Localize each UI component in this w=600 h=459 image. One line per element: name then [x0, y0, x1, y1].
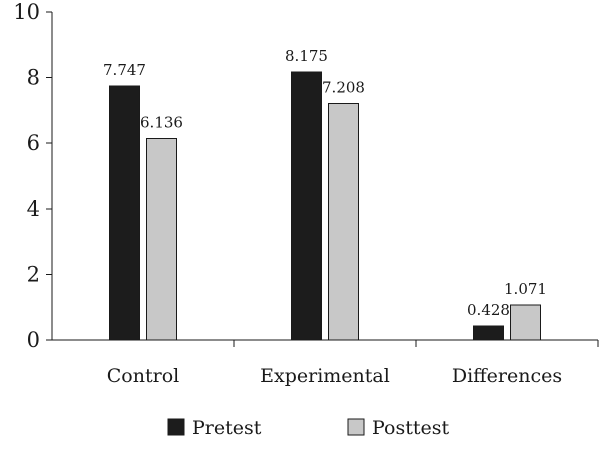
data-label-pretest-experimental: 8.175 — [285, 47, 328, 65]
bar-pretest-differences — [473, 325, 504, 341]
bar-pretest-control — [109, 85, 140, 341]
data-label-posttest-differences: 1.071 — [504, 280, 547, 298]
bar-posttest-differences — [510, 304, 541, 341]
data-labels: 7.747 6.136 8.175 7.208 0.428 1.071 — [103, 47, 547, 319]
y-tick-label: 6 — [27, 131, 40, 155]
category-label-differences: Differences — [452, 365, 562, 387]
bar-posttest-experimental — [328, 103, 359, 341]
x-ticks — [233, 340, 599, 347]
y-tick-label: 0 — [27, 328, 40, 352]
category-labels: Control Experimental Differences — [107, 365, 562, 387]
legend-label-pretest: Pretest — [192, 417, 262, 439]
data-label-pretest-control: 7.747 — [103, 61, 146, 79]
y-tick-label: 4 — [27, 197, 40, 221]
data-label-posttest-control: 6.136 — [140, 114, 183, 132]
bar-pretest-experimental — [291, 71, 322, 341]
y-ticks: 0 2 4 6 8 10 — [13, 0, 52, 352]
legend-swatch-pretest — [167, 418, 185, 436]
data-label-posttest-experimental: 7.208 — [322, 79, 365, 97]
category-label-control: Control — [107, 365, 179, 387]
data-label-pretest-differences: 0.428 — [467, 301, 510, 319]
bar-posttest-control — [146, 138, 177, 341]
category-label-experimental: Experimental — [260, 365, 390, 387]
bars — [109, 71, 541, 341]
axes — [51, 12, 598, 341]
legend-swatch-posttest — [347, 418, 365, 436]
y-tick-label: 8 — [27, 66, 40, 90]
legend: Pretest Posttest — [167, 417, 449, 439]
legend-label-posttest: Posttest — [372, 417, 449, 439]
y-tick-label: 2 — [27, 262, 40, 286]
y-tick-label: 10 — [13, 0, 40, 24]
